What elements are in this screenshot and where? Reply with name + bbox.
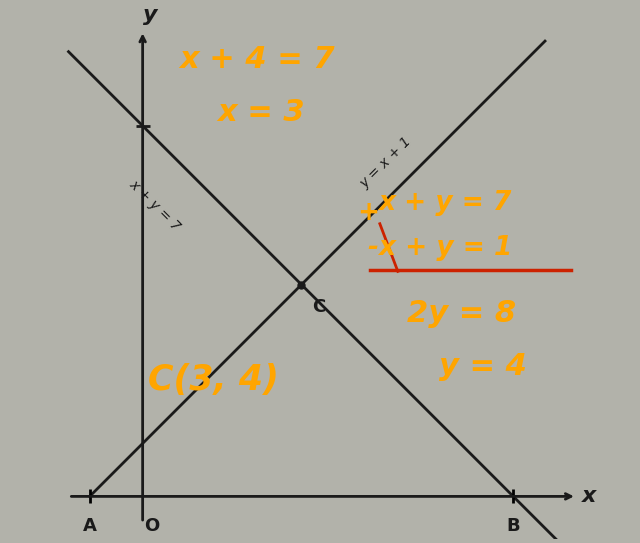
Text: y = 4: y = 4 bbox=[439, 352, 527, 381]
Text: -x + y = 1: -x + y = 1 bbox=[367, 235, 512, 261]
Text: +: + bbox=[357, 200, 379, 226]
Text: O: O bbox=[145, 516, 160, 534]
Text: 2y = 8: 2y = 8 bbox=[407, 299, 516, 328]
Text: x + y = 7: x + y = 7 bbox=[127, 177, 184, 233]
Text: C(3, 4): C(3, 4) bbox=[148, 363, 279, 397]
Text: A: A bbox=[83, 516, 97, 534]
Text: x: x bbox=[582, 487, 596, 507]
Text: B: B bbox=[506, 516, 520, 534]
Text: x + y = 7: x + y = 7 bbox=[378, 190, 511, 216]
Text: y: y bbox=[143, 5, 158, 25]
Text: x + 4 = 7: x + 4 = 7 bbox=[180, 45, 335, 74]
Text: y = x + 1: y = x + 1 bbox=[357, 135, 413, 191]
Text: x = 3: x = 3 bbox=[217, 98, 305, 127]
Text: C: C bbox=[312, 298, 325, 316]
